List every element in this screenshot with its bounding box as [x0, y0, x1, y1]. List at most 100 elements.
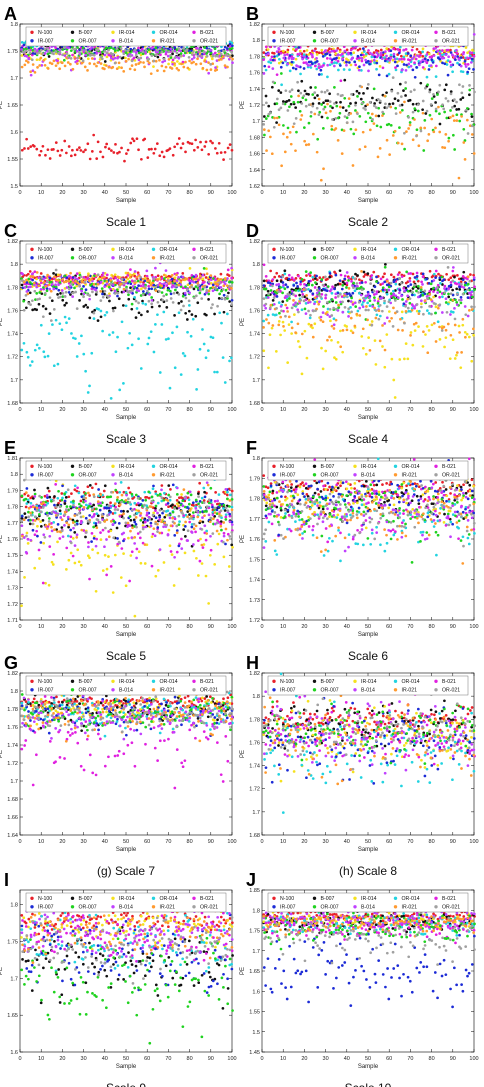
point-n-100	[26, 494, 30, 498]
point-or-007	[298, 109, 302, 113]
point-or-014	[426, 309, 429, 312]
point-ir-021	[127, 57, 130, 61]
point-or-021	[334, 116, 338, 120]
point-ir-021	[29, 70, 32, 74]
legend-marker	[434, 256, 438, 260]
point-b-014	[211, 289, 215, 293]
x-tick-label: 50	[123, 407, 129, 413]
point-n-100	[129, 141, 133, 145]
point-or-007	[181, 294, 185, 298]
point-ir-007	[413, 75, 417, 79]
x-tick-label: 20	[59, 624, 65, 630]
point-b-021	[351, 303, 355, 306]
legend-marker	[111, 247, 115, 251]
point-or-014	[164, 338, 168, 341]
point-b-014	[297, 65, 300, 68]
y-axis-label: PE	[0, 535, 4, 543]
legend-label: B-007	[321, 247, 335, 253]
point-ir-021	[366, 318, 369, 322]
point-ir-014	[173, 64, 177, 67]
point-ir-014	[122, 552, 125, 555]
point-or-007	[364, 120, 368, 124]
point-b-007	[33, 488, 36, 492]
point-ir-014	[367, 336, 370, 339]
point-b-021	[90, 531, 94, 535]
point-or-021	[92, 311, 96, 315]
point-b-014	[469, 61, 473, 64]
point-b-014	[33, 47, 37, 51]
point-n-100	[209, 139, 212, 143]
point-b-014	[170, 285, 174, 289]
point-or-021	[378, 303, 382, 307]
point-or-007	[340, 128, 344, 132]
y-tick-label: 1.72	[249, 103, 260, 109]
point-or-021	[432, 92, 435, 96]
panel-letter: A	[4, 4, 17, 24]
point-ir-014	[282, 49, 285, 53]
point-or-007	[58, 281, 62, 284]
point-ir-014	[298, 49, 302, 53]
point-n-100	[28, 270, 32, 273]
point-ir-007	[398, 288, 402, 292]
point-b-014	[73, 276, 77, 280]
point-b-021	[419, 53, 422, 57]
legend-marker	[151, 39, 156, 43]
point-b-007	[271, 298, 275, 302]
point-b-014	[345, 271, 349, 274]
point-or-021	[277, 108, 281, 112]
point-b-007	[44, 307, 48, 311]
legend-marker	[272, 30, 276, 34]
point-b-007	[73, 531, 77, 534]
point-or-007	[320, 103, 324, 106]
point-ir-014	[47, 583, 51, 587]
point-b-021	[109, 565, 113, 568]
point-or-021	[275, 307, 278, 310]
point-ir-021	[300, 113, 304, 117]
point-ir-021	[99, 289, 103, 293]
point-n-100	[428, 269, 432, 273]
point-ir-021	[351, 331, 355, 335]
point-ir-014	[205, 267, 208, 271]
point-b-014	[449, 313, 452, 316]
point-ir-021	[339, 345, 343, 349]
point-or-021	[441, 103, 444, 107]
point-ir-021	[317, 97, 321, 101]
point-or-021	[167, 279, 170, 283]
point-or-007	[320, 278, 324, 281]
legend-marker	[151, 247, 156, 251]
point-n-100	[302, 278, 306, 282]
point-b-021	[71, 53, 74, 57]
point-b-007	[167, 484, 171, 487]
point-or-021	[184, 296, 188, 300]
point-ir-014	[76, 548, 80, 552]
point-b-014	[270, 291, 274, 295]
point-n-100	[262, 51, 266, 54]
point-ir-021	[66, 61, 70, 64]
point-ir-007	[381, 51, 385, 54]
point-n-100	[179, 146, 183, 150]
point-or-007	[160, 291, 164, 294]
point-ir-007	[456, 55, 459, 58]
point-or-021	[228, 54, 231, 58]
x-tick-label: 20	[59, 407, 65, 413]
point-ir-021	[288, 131, 292, 134]
point-or-007	[282, 124, 285, 127]
point-or-007	[455, 301, 459, 304]
point-ir-007	[101, 292, 104, 296]
point-ir-007	[158, 515, 162, 519]
point-ir-014	[200, 562, 204, 565]
point-b-014	[461, 52, 465, 56]
point-or-007	[279, 286, 282, 289]
point-or-014	[266, 313, 270, 317]
point-or-021	[473, 90, 476, 94]
point-ir-021	[198, 274, 202, 278]
point-b-021	[396, 48, 400, 51]
point-or-021	[290, 88, 294, 92]
point-or-014	[72, 336, 75, 340]
point-ir-021	[186, 66, 190, 70]
point-or-021	[262, 122, 266, 126]
point-or-021	[78, 50, 81, 54]
point-or-014	[26, 498, 30, 502]
point-b-007	[309, 86, 313, 89]
point-or-014	[218, 311, 222, 315]
